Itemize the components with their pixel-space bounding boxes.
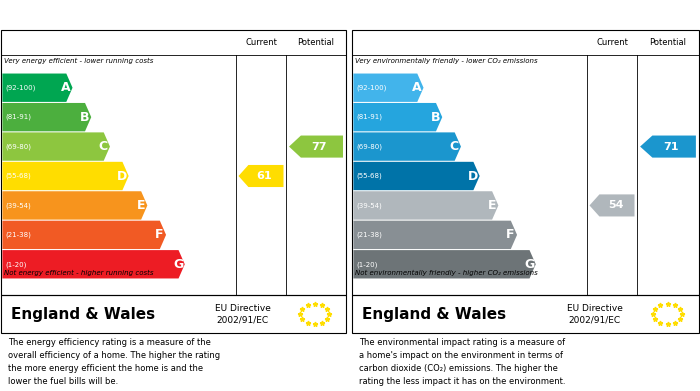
Polygon shape bbox=[2, 191, 148, 220]
Text: E: E bbox=[136, 199, 145, 212]
Text: (69-80): (69-80) bbox=[357, 143, 383, 150]
Text: Potential: Potential bbox=[650, 38, 687, 47]
Polygon shape bbox=[354, 250, 536, 278]
Text: Current: Current bbox=[596, 38, 628, 47]
Text: B: B bbox=[431, 111, 440, 124]
Text: A: A bbox=[61, 81, 71, 94]
Text: Very energy efficient - lower running costs: Very energy efficient - lower running co… bbox=[4, 57, 154, 64]
Polygon shape bbox=[589, 194, 634, 217]
Polygon shape bbox=[354, 74, 424, 102]
Text: (39-54): (39-54) bbox=[6, 202, 32, 209]
Text: (81-91): (81-91) bbox=[6, 114, 32, 120]
Polygon shape bbox=[354, 133, 461, 161]
Polygon shape bbox=[2, 162, 129, 190]
Text: Not energy efficient - higher running costs: Not energy efficient - higher running co… bbox=[4, 270, 154, 276]
Text: Current: Current bbox=[245, 38, 277, 47]
Polygon shape bbox=[2, 103, 91, 131]
Polygon shape bbox=[2, 74, 73, 102]
Text: (92-100): (92-100) bbox=[6, 84, 36, 91]
Text: (21-38): (21-38) bbox=[357, 231, 383, 238]
Text: (55-68): (55-68) bbox=[357, 173, 383, 179]
Text: C: C bbox=[450, 140, 459, 153]
Polygon shape bbox=[354, 191, 498, 220]
Text: (69-80): (69-80) bbox=[6, 143, 32, 150]
Polygon shape bbox=[239, 165, 284, 187]
Text: England & Wales: England & Wales bbox=[11, 307, 155, 321]
Text: 61: 61 bbox=[257, 171, 272, 181]
Polygon shape bbox=[2, 133, 110, 161]
Polygon shape bbox=[354, 162, 480, 190]
Text: Environmental Impact (CO₂) Rating: Environmental Impact (CO₂) Rating bbox=[360, 9, 593, 22]
Polygon shape bbox=[354, 103, 442, 131]
Text: The environmental impact rating is a measure of
a home's impact on the environme: The environmental impact rating is a mea… bbox=[359, 338, 566, 386]
Text: D: D bbox=[117, 170, 127, 183]
Text: Energy Efficiency Rating: Energy Efficiency Rating bbox=[10, 9, 172, 22]
Text: (1-20): (1-20) bbox=[357, 261, 378, 267]
Text: Potential: Potential bbox=[298, 38, 335, 47]
Text: (21-38): (21-38) bbox=[6, 231, 32, 238]
Text: C: C bbox=[99, 140, 108, 153]
Text: (39-54): (39-54) bbox=[357, 202, 383, 209]
Text: G: G bbox=[173, 258, 183, 271]
Text: EU Directive
2002/91/EC: EU Directive 2002/91/EC bbox=[215, 303, 270, 325]
Text: 54: 54 bbox=[608, 201, 623, 210]
Text: Very environmentally friendly - lower CO₂ emissions: Very environmentally friendly - lower CO… bbox=[356, 57, 538, 64]
Polygon shape bbox=[2, 250, 185, 278]
Text: (81-91): (81-91) bbox=[357, 114, 383, 120]
Text: B: B bbox=[80, 111, 90, 124]
Text: F: F bbox=[506, 228, 514, 241]
Text: D: D bbox=[468, 170, 478, 183]
Polygon shape bbox=[354, 221, 517, 249]
Text: A: A bbox=[412, 81, 422, 94]
Text: E: E bbox=[487, 199, 496, 212]
Polygon shape bbox=[289, 136, 343, 158]
Text: 71: 71 bbox=[664, 142, 679, 152]
Polygon shape bbox=[640, 136, 696, 158]
Text: The energy efficiency rating is a measure of the
overall efficiency of a home. T: The energy efficiency rating is a measur… bbox=[8, 338, 220, 386]
Text: Not environmentally friendly - higher CO₂ emissions: Not environmentally friendly - higher CO… bbox=[356, 270, 538, 276]
Text: 77: 77 bbox=[312, 142, 327, 152]
Text: (92-100): (92-100) bbox=[357, 84, 387, 91]
Text: (55-68): (55-68) bbox=[6, 173, 32, 179]
Text: EU Directive
2002/91/EC: EU Directive 2002/91/EC bbox=[567, 303, 623, 325]
Text: F: F bbox=[155, 228, 164, 241]
Text: G: G bbox=[524, 258, 534, 271]
Text: England & Wales: England & Wales bbox=[363, 307, 507, 321]
Text: (1-20): (1-20) bbox=[6, 261, 27, 267]
Polygon shape bbox=[2, 221, 166, 249]
